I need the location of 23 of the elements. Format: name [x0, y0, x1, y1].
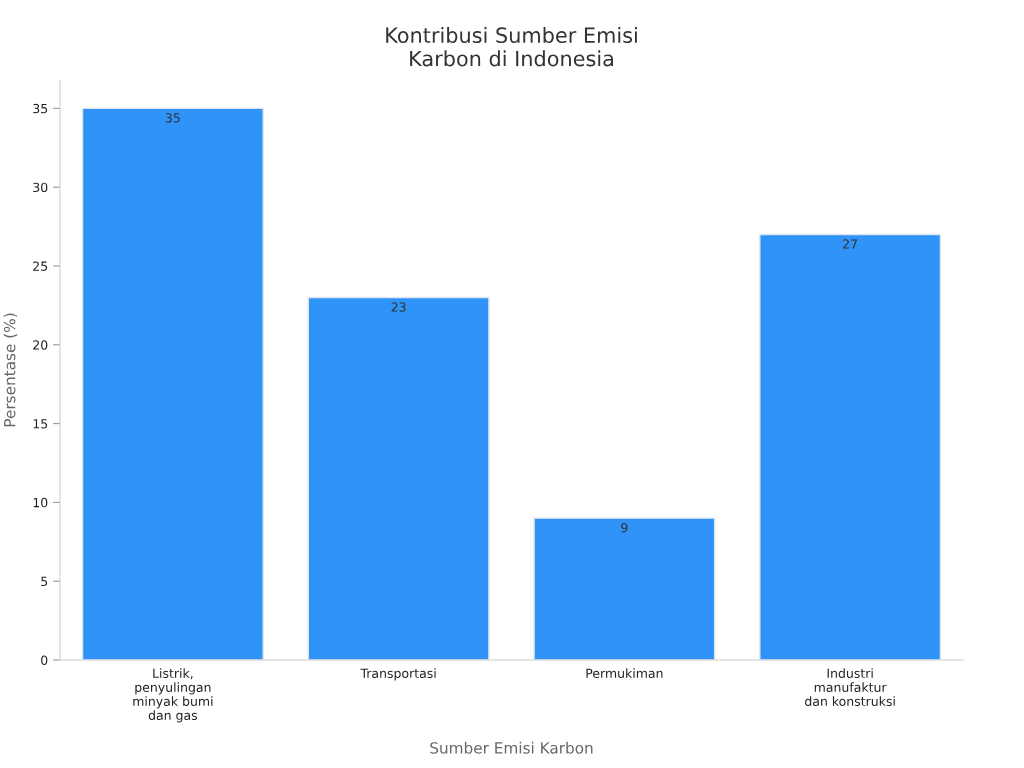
- x-tick-label: Listrik, penyulingan minyak bumi dan gas: [133, 668, 213, 723]
- bar: [533, 517, 716, 660]
- x-tick-label: Permukiman: [586, 668, 663, 679]
- bar: [307, 296, 490, 660]
- y-tick-label: 30: [33, 182, 48, 193]
- y-tick-label: 35: [33, 103, 48, 114]
- bar: [81, 107, 264, 660]
- y-tick-label: 15: [33, 419, 48, 429]
- y-tick-label: 20: [33, 340, 48, 350]
- x-axis-title: Sumber Emisi Karbon: [430, 741, 593, 754]
- x-tick-label: Transportasi: [360, 668, 436, 681]
- y-tick-label: 0: [41, 655, 48, 665]
- y-axis-title: Persentase (%): [3, 313, 18, 427]
- bar: [759, 233, 942, 660]
- data-label: 27: [843, 239, 858, 249]
- data-label: 35: [165, 113, 180, 123]
- y-tick-label: 5: [41, 576, 48, 587]
- chart-title: Kontribusi Sumber Emisi Karbon di Indonesia: [386, 26, 637, 67]
- y-tick-label: 10: [33, 497, 48, 508]
- x-tick-label: Industri manufaktur dan konstruksi: [805, 668, 895, 706]
- y-tick-label: 25: [33, 261, 48, 271]
- data-label: 23: [391, 302, 406, 312]
- data-label: 9: [621, 522, 628, 533]
